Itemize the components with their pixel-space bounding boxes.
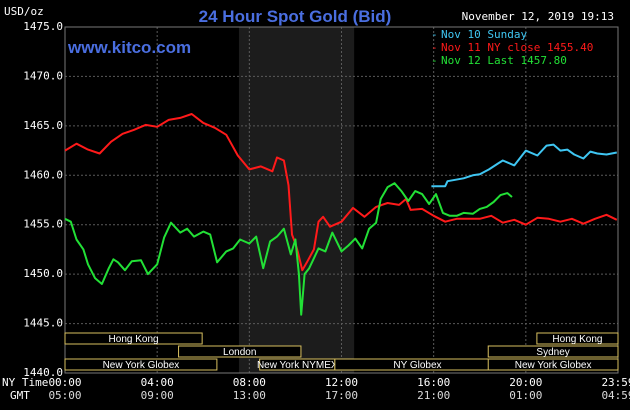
session-bar: Sydney [487, 345, 619, 358]
y-tick-label: 1440.0 [23, 366, 63, 379]
gmt-tick-label: 05:00 [48, 389, 81, 402]
session-bar: NY Globex [334, 358, 501, 371]
session-box [487, 358, 619, 371]
session-label: New York NYMEX [257, 360, 338, 371]
session-label: Sydney [536, 347, 569, 358]
legend-dash-nov11: - [431, 41, 438, 54]
x-tick-label: 12:00 [325, 376, 358, 389]
x-tick-label: 20:00 [509, 376, 542, 389]
plot-frame [64, 26, 619, 374]
series-line-2 [64, 182, 513, 316]
legend-dashes: - - - [431, 28, 438, 67]
legend-item-nov12: Nov 12 Last 1457.80 [441, 54, 567, 67]
session-label: New York Globex [103, 360, 180, 371]
y-unit-label: USD/oz [4, 5, 44, 18]
chart-title: 24 Hour Spot Gold (Bid) [199, 7, 392, 26]
x-tick-label: 00:00 [48, 376, 81, 389]
session-box [487, 345, 619, 358]
session-label: NY Globex [393, 360, 441, 371]
legend-item-nov10: Nov 10 Sunday [441, 28, 527, 41]
ny-time-row-label: NY Time [2, 376, 48, 389]
x-tick-label: 08:00 [233, 376, 266, 389]
timestamp: November 12, 2019 19:13 [462, 10, 614, 23]
gmt-tick-label: 01:00 [509, 389, 542, 402]
session-bar: Hong Kong [536, 332, 619, 345]
y-tick-label: 1470.0 [23, 69, 63, 82]
session-label: Hong Kong [109, 334, 159, 345]
legend: Nov 10 Sunday Nov 11 NY close 1455.40 No… [441, 28, 593, 67]
session-bar: New York Globex [487, 358, 619, 371]
session-label: New York Globex [515, 360, 592, 371]
session-bar: London [178, 345, 302, 358]
session-label: Hong Kong [552, 334, 602, 345]
y-tick-label: 1455.0 [23, 218, 63, 231]
legend-dash-nov12: - [431, 54, 438, 67]
gmt-tick-label: 13:00 [233, 389, 266, 402]
y-tick-label: 1450.0 [23, 267, 63, 280]
session-bar: New York NYMEX [257, 358, 338, 371]
gmt-tick-label: 17:00 [325, 389, 358, 402]
x-tick-label: 16:00 [417, 376, 450, 389]
session-bar: Hong Kong [64, 332, 203, 345]
session-box [64, 358, 218, 371]
session-box [536, 332, 619, 345]
x-tick-label: 23:59 [601, 376, 630, 389]
legend-dash-nov10: - [431, 28, 438, 41]
y-tick-label: 1465.0 [23, 119, 63, 132]
session-label: London [223, 347, 256, 358]
session-box [178, 345, 302, 358]
nymex-highlight [238, 27, 355, 373]
y-tick-label: 1475.0 [23, 20, 63, 33]
brand-url: www.kitco.com [67, 38, 191, 57]
y-tick-label: 1445.0 [23, 317, 63, 330]
series-line-1 [64, 113, 618, 272]
session-bar: New York Globex [64, 358, 218, 371]
gmt-tick-label: 04:59 [601, 389, 630, 402]
x-tick-label: 04:00 [141, 376, 174, 389]
gmt-row-label: GMT [10, 389, 30, 402]
y-tick-label: 1460.0 [23, 168, 63, 181]
gmt-tick-label: 09:00 [141, 389, 174, 402]
series-line-0 [431, 143, 617, 188]
gmt-tick-label: 21:00 [417, 389, 450, 402]
session-box [64, 332, 203, 345]
legend-item-nov11: Nov 11 NY close 1455.40 [441, 41, 593, 54]
